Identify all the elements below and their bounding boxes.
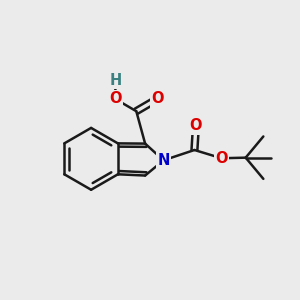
Text: O: O <box>190 118 202 134</box>
Text: O: O <box>215 151 228 166</box>
Text: N: N <box>157 153 170 168</box>
Text: O: O <box>109 91 121 106</box>
Text: H: H <box>110 73 122 88</box>
Text: O: O <box>151 91 164 106</box>
